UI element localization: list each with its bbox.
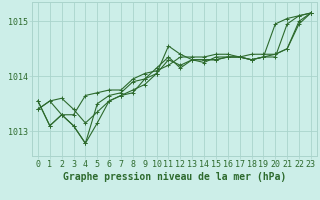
- X-axis label: Graphe pression niveau de la mer (hPa): Graphe pression niveau de la mer (hPa): [63, 172, 286, 182]
